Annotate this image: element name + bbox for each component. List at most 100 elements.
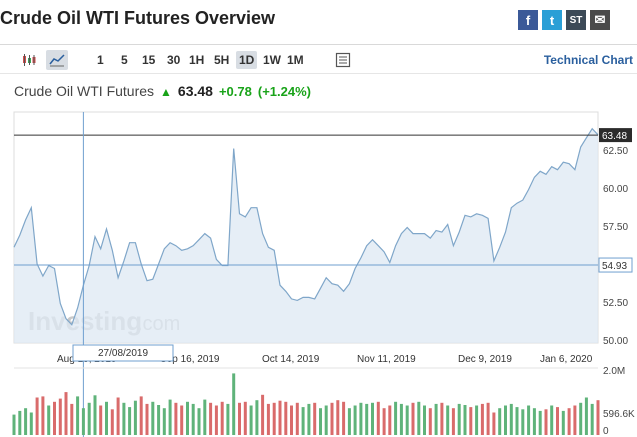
volume-bar — [232, 373, 236, 435]
crosshair-date-label: 27/08/2019 — [98, 348, 148, 359]
volume-bar — [475, 405, 479, 435]
chart-toolbar: 1 5 15 30 1H 5H 1D 1W 1M Technical Chart — [0, 44, 637, 74]
volume-bar — [174, 402, 178, 435]
interval-1m[interactable]: 1M — [287, 53, 304, 67]
volume-bar — [145, 403, 149, 435]
y-tick-label: 60.00 — [603, 184, 628, 195]
last-price: 63.48 — [177, 83, 213, 99]
volume-bar — [47, 405, 51, 435]
x-tick-label: Oct 14, 2019 — [262, 354, 320, 365]
volume-bar — [584, 397, 588, 435]
volume-bar — [58, 398, 62, 435]
volume-bar — [99, 405, 103, 435]
volume-bar — [550, 405, 554, 435]
volume-bar — [284, 401, 288, 435]
volume-bar — [18, 410, 22, 435]
volume-bar — [41, 396, 45, 435]
volume-bar — [544, 409, 548, 435]
volume-bar — [556, 407, 559, 435]
volume-bar — [295, 402, 299, 435]
volume-bar — [573, 405, 577, 435]
x-tick-label: Dec 9, 2019 — [458, 354, 512, 365]
volume-bar — [261, 394, 265, 435]
volume-bar — [423, 405, 426, 435]
price-change-percent: (+1.24%) — [257, 84, 311, 99]
volume-bar — [220, 401, 224, 435]
y-tick-label: 57.50 — [603, 222, 628, 233]
interval-1h[interactable]: 1H — [189, 53, 205, 67]
volume-bar — [492, 412, 496, 435]
quote-row: Crude Oil WTI Futures ▲ 63.48 +0.78 (+1.… — [14, 83, 311, 99]
facebook-icon[interactable]: f — [518, 10, 538, 30]
volume-bar — [561, 410, 565, 435]
volume-bar — [411, 402, 415, 435]
x-tick-label: Nov 11, 2019 — [357, 354, 416, 365]
interval-30[interactable]: 30 — [167, 53, 181, 67]
volume-bar — [243, 401, 247, 435]
price-chart[interactable]: Investing.com62.5060.0057.5055.0052.5050… — [0, 106, 637, 437]
interval-1[interactable]: 1 — [97, 53, 104, 67]
volume-bar — [249, 405, 253, 435]
volume-bar — [509, 403, 513, 435]
table-icon[interactable] — [332, 50, 354, 70]
volume-bar — [365, 403, 369, 435]
volume-bar — [359, 402, 363, 435]
interval-5[interactable]: 5 — [121, 53, 128, 67]
volume-bar — [238, 402, 241, 435]
volume-bar — [105, 401, 108, 435]
volume-bar — [446, 405, 450, 435]
volume-bar — [330, 402, 334, 435]
x-tick-label: Jan 6, 2020 — [540, 354, 593, 365]
interval-1d[interactable]: 1D — [236, 51, 258, 69]
volume-bar — [527, 405, 531, 435]
crosshair-date-tag — [72, 344, 174, 362]
price-change: +0.78 — [218, 84, 252, 99]
volume-bar — [272, 402, 276, 435]
line-chart-icon[interactable] — [46, 50, 68, 70]
y-tick-label: 50.00 — [603, 336, 628, 347]
volume-bar — [203, 399, 207, 435]
volume-bar — [93, 395, 97, 435]
last-price-label: 63.48 — [602, 131, 627, 142]
volume-bar — [504, 405, 507, 435]
volume-bar — [307, 403, 311, 435]
volume-bar — [226, 403, 230, 435]
volume-bar — [29, 412, 33, 435]
volume-bar — [428, 408, 432, 435]
volume-bar — [168, 399, 172, 435]
volume-bar — [347, 408, 351, 435]
volume-tick-label: 0 — [603, 426, 609, 437]
interval-15[interactable]: 15 — [142, 53, 156, 67]
volume-bar — [110, 409, 114, 435]
volume-bar — [579, 402, 583, 435]
mail-icon[interactable]: ✉ — [590, 10, 610, 30]
volume-bar — [382, 408, 386, 435]
volume-bar — [480, 403, 484, 435]
stocktwits-icon[interactable]: ST — [566, 10, 586, 30]
volume-bar — [371, 402, 374, 435]
interval-1w[interactable]: 1W — [263, 53, 281, 67]
volume-bar — [538, 410, 542, 435]
volume-bar — [590, 403, 594, 435]
interval-5h[interactable]: 5H — [214, 53, 230, 67]
volume-bar — [157, 405, 161, 435]
up-arrow-icon: ▲ — [160, 85, 172, 99]
technical-chart-link[interactable]: Technical Chart — [543, 53, 633, 67]
volume-bar — [463, 405, 467, 435]
volume-bar — [451, 408, 455, 435]
volume-tick-label: 596.6K — [603, 409, 635, 420]
last-price-tag — [599, 128, 632, 143]
volume-bar — [186, 401, 189, 435]
volume-bar — [70, 403, 74, 435]
candlestick-icon[interactable] — [18, 50, 40, 70]
volume-bar — [301, 407, 305, 435]
volume-bar — [191, 403, 195, 435]
volume-bar — [388, 405, 392, 435]
volume-bar — [313, 402, 317, 435]
volume-bar — [139, 396, 143, 435]
volume-bar — [255, 400, 259, 435]
volume-bar — [214, 405, 218, 435]
twitter-icon[interactable]: t — [542, 10, 562, 30]
volume-bar — [133, 400, 137, 435]
price-area — [14, 128, 598, 343]
